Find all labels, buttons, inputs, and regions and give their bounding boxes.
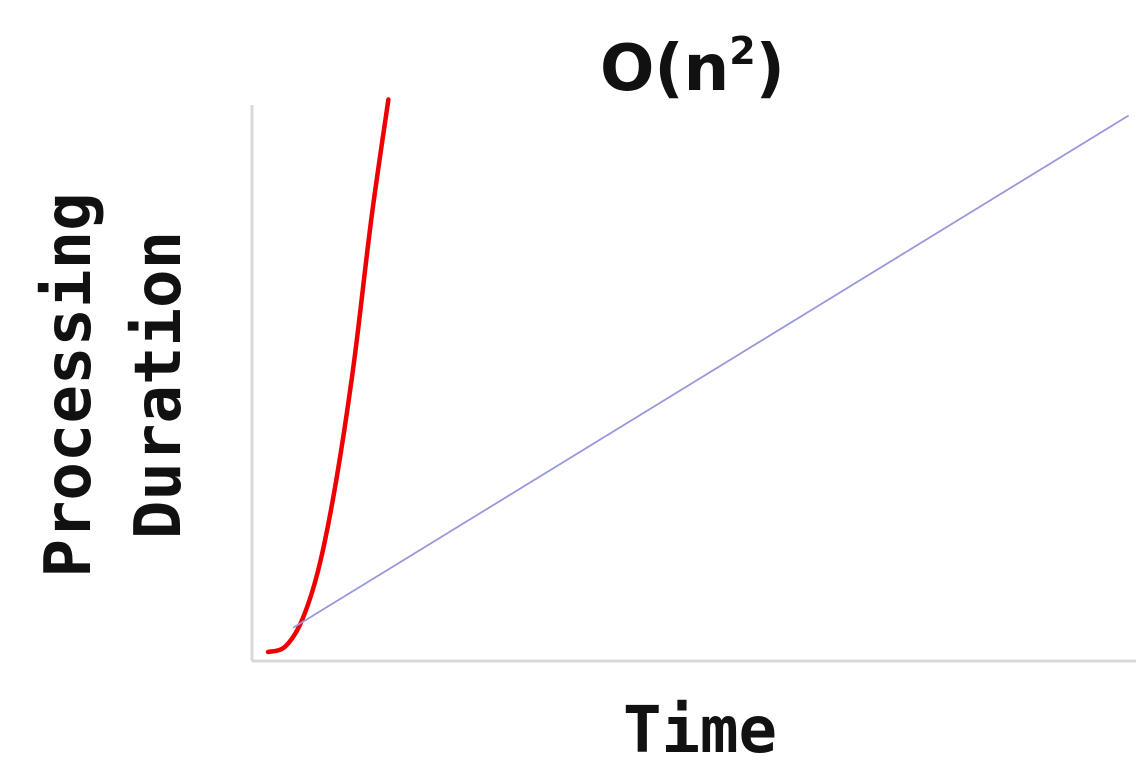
series-line-1: [265, 97, 391, 655]
title-base: O(n: [600, 32, 729, 106]
y-axis-label: Processing Duration: [32, 192, 196, 577]
series-line-2: [292, 115, 1129, 629]
title-superscript: 2: [729, 29, 755, 73]
y-axis-label-line-1: Processing: [32, 192, 106, 577]
chart-title: O(n2): [600, 29, 785, 106]
axes: [250, 105, 1136, 663]
x-axis-label: Time: [623, 694, 777, 767]
title-close: ): [756, 32, 785, 106]
y-axis-label-line-2: Duration: [122, 231, 196, 539]
series-layer: [265, 97, 1129, 655]
